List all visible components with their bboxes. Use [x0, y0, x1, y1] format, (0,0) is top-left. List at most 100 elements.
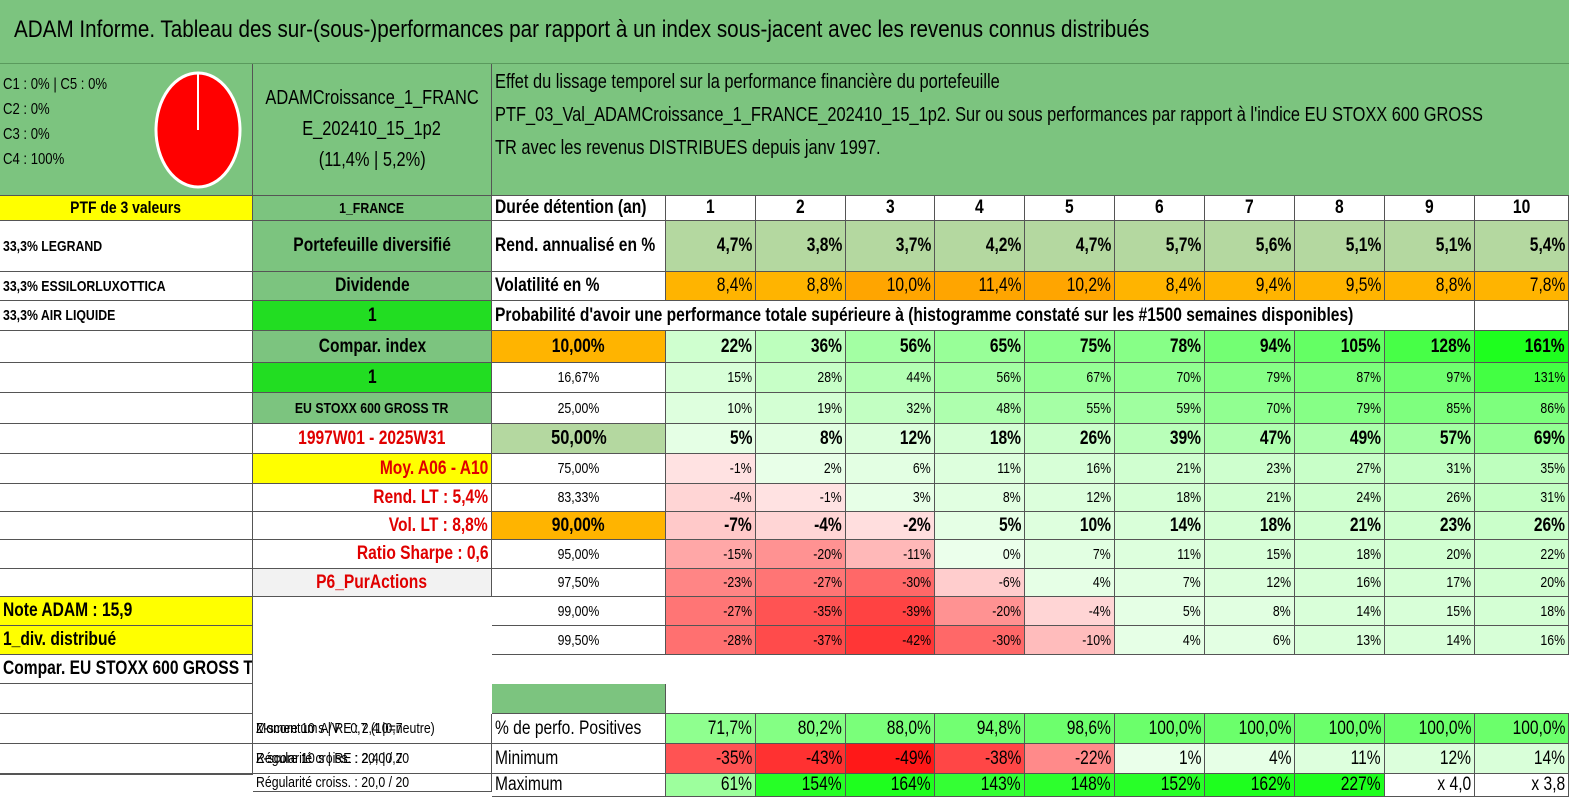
year-header[interactable]: 3	[846, 196, 935, 221]
quantile-value[interactable]: -10%	[1025, 626, 1115, 655]
adam-note[interactable]: 1_div. distribué	[0, 626, 253, 655]
vol-value[interactable]: 8,8%	[756, 272, 846, 301]
quantile-value[interactable]: 21%	[1115, 454, 1205, 484]
vol-value[interactable]: 11,4%	[935, 272, 1025, 301]
quantile-value[interactable]: 39%	[1115, 424, 1205, 454]
quantile-value[interactable]: 16%	[1475, 626, 1569, 655]
flag-2[interactable]: 1	[253, 363, 492, 393]
quantile-value[interactable]: 21%	[1295, 512, 1385, 540]
quantile-label[interactable]: 25,00%	[492, 393, 666, 424]
quantile-value[interactable]: 5%	[935, 512, 1025, 540]
minimum-value[interactable]: -38%	[935, 744, 1025, 774]
quantile-value[interactable]: 36%	[756, 331, 846, 363]
quantile-value[interactable]: 131%	[1475, 363, 1569, 393]
quantile-value[interactable]: 8%	[756, 424, 846, 454]
maximum-value[interactable]: 148%	[1025, 774, 1115, 797]
quantile-value[interactable]: -15%	[666, 540, 756, 569]
positive-value[interactable]: 88,0%	[846, 714, 935, 744]
quantile-value[interactable]: 35%	[1475, 454, 1569, 484]
positive-value[interactable]: 71,7%	[666, 714, 756, 744]
positive-value[interactable]: 100,0%	[1115, 714, 1205, 744]
year-header[interactable]: 10	[1475, 196, 1569, 221]
quantile-value[interactable]: 55%	[1025, 393, 1115, 424]
rend-value[interactable]: 4,2%	[935, 221, 1025, 272]
quantile-value[interactable]: -39%	[846, 597, 935, 626]
year-header[interactable]: 4	[935, 196, 1025, 221]
rend-value[interactable]: 4,7%	[1025, 221, 1115, 272]
quantile-label[interactable]: 95,00%	[492, 540, 666, 569]
quantile-value[interactable]: 20%	[1385, 540, 1475, 569]
quantile-value[interactable]: 18%	[1205, 512, 1295, 540]
col-a-empty[interactable]	[0, 540, 253, 569]
quantile-value[interactable]: 8%	[935, 484, 1025, 512]
quantile-value[interactable]: 14%	[1115, 512, 1205, 540]
quantile-value[interactable]: -42%	[846, 626, 935, 655]
indicator-label[interactable]: Z-score 10 s | RE : 2,4 |0,7	[253, 744, 492, 774]
country-label[interactable]: 1_FRANCE	[253, 196, 492, 221]
quantile-value[interactable]: -20%	[756, 540, 846, 569]
portfolio-name-panel[interactable]: ADAMCroissance_1_FRANC E_202410_15_1p2 (11…	[253, 64, 492, 196]
quantile-value[interactable]: 16%	[1295, 569, 1385, 597]
maximum-value[interactable]: x 3,8	[1475, 774, 1569, 797]
quantile-value[interactable]: -28%	[666, 626, 756, 655]
vol-value[interactable]: 8,8%	[1385, 272, 1475, 301]
year-header[interactable]: 9	[1385, 196, 1475, 221]
positive-value[interactable]: 100,0%	[1385, 714, 1475, 744]
quantile-value[interactable]: 19%	[756, 393, 846, 424]
quantile-label[interactable]: 83,33%	[492, 484, 666, 512]
compar-index-button[interactable]: Compar. index	[253, 331, 492, 363]
quantile-value[interactable]: 13%	[1295, 626, 1385, 655]
quantile-label[interactable]: 99,00%	[492, 597, 666, 626]
indicator-label[interactable]: Momentum A/V : 0,7 (10=neutre)	[253, 714, 492, 744]
col-a-empty[interactable]	[0, 569, 253, 597]
quantile-value[interactable]: -23%	[666, 569, 756, 597]
minimum-value[interactable]: 14%	[1475, 744, 1569, 774]
vol-value[interactable]: 8,4%	[1115, 272, 1205, 301]
maximum-value[interactable]: 152%	[1115, 774, 1205, 797]
col-a-empty[interactable]	[0, 684, 253, 714]
maximum-value[interactable]: x 4,0	[1385, 774, 1475, 797]
quantile-value[interactable]: 87%	[1295, 363, 1385, 393]
maximum-value[interactable]: 61%	[666, 774, 756, 797]
index-name[interactable]: EU STOXX 600 GROSS TR	[253, 393, 492, 424]
quantile-value[interactable]: 15%	[1385, 597, 1475, 626]
quantile-value[interactable]: 31%	[1475, 484, 1569, 512]
maximum-value[interactable]: 162%	[1205, 774, 1295, 797]
quantile-value[interactable]: 15%	[1205, 540, 1295, 569]
holding-row[interactable]: 33,3% LEGRAND	[0, 221, 253, 272]
quantile-value[interactable]: 97%	[1385, 363, 1475, 393]
col-a-empty[interactable]	[0, 454, 253, 484]
allocation-panel[interactable]: C1 : 0% | C5 : 0% C2 : 0% C3 : 0% C4 : 100%	[0, 64, 253, 196]
quantile-value[interactable]: 5%	[1115, 597, 1205, 626]
quantile-value[interactable]: 4%	[1025, 569, 1115, 597]
rend-value[interactable]: 5,7%	[1115, 221, 1205, 272]
strategy-label[interactable]: P6_PurActions	[253, 569, 492, 597]
col-a-empty[interactable]	[0, 484, 253, 512]
quantile-value[interactable]: -35%	[756, 597, 846, 626]
quantile-value[interactable]: 44%	[846, 363, 935, 393]
vol-lt[interactable]: Vol. LT : 8,8%	[253, 512, 492, 540]
quantile-value[interactable]: -1%	[756, 484, 846, 512]
compar-index-label[interactable]: Compar. EU STOXX 600 GROSS TI	[0, 655, 253, 684]
col-a-empty[interactable]	[0, 774, 253, 775]
quantile-value[interactable]: 10%	[666, 393, 756, 424]
positive-value[interactable]: 100,0%	[1205, 714, 1295, 744]
quantile-value[interactable]: 3%	[846, 484, 935, 512]
quantile-value[interactable]: 12%	[846, 424, 935, 454]
positive-value[interactable]: 80,2%	[756, 714, 846, 744]
year-header[interactable]: 6	[1115, 196, 1205, 221]
holding-period-label[interactable]: Durée détention (an)	[492, 196, 666, 221]
rend-value[interactable]: 4,7%	[666, 221, 756, 272]
quantile-value[interactable]: 26%	[1475, 512, 1569, 540]
quantile-value[interactable]: 57%	[1385, 424, 1475, 454]
quantile-value[interactable]: 10%	[1025, 512, 1115, 540]
quantile-value[interactable]: 23%	[1385, 512, 1475, 540]
col-a-empty[interactable]	[0, 331, 253, 363]
quantile-value[interactable]: 20%	[1475, 569, 1569, 597]
quantile-label[interactable]: 16,67%	[492, 363, 666, 393]
vol-value[interactable]: 8,4%	[666, 272, 756, 301]
quantile-value[interactable]: 16%	[1025, 454, 1115, 484]
vol-value[interactable]: 7,8%	[1475, 272, 1569, 301]
positive-value[interactable]: 100,0%	[1475, 714, 1569, 744]
positive-value[interactable]: 100,0%	[1295, 714, 1385, 744]
